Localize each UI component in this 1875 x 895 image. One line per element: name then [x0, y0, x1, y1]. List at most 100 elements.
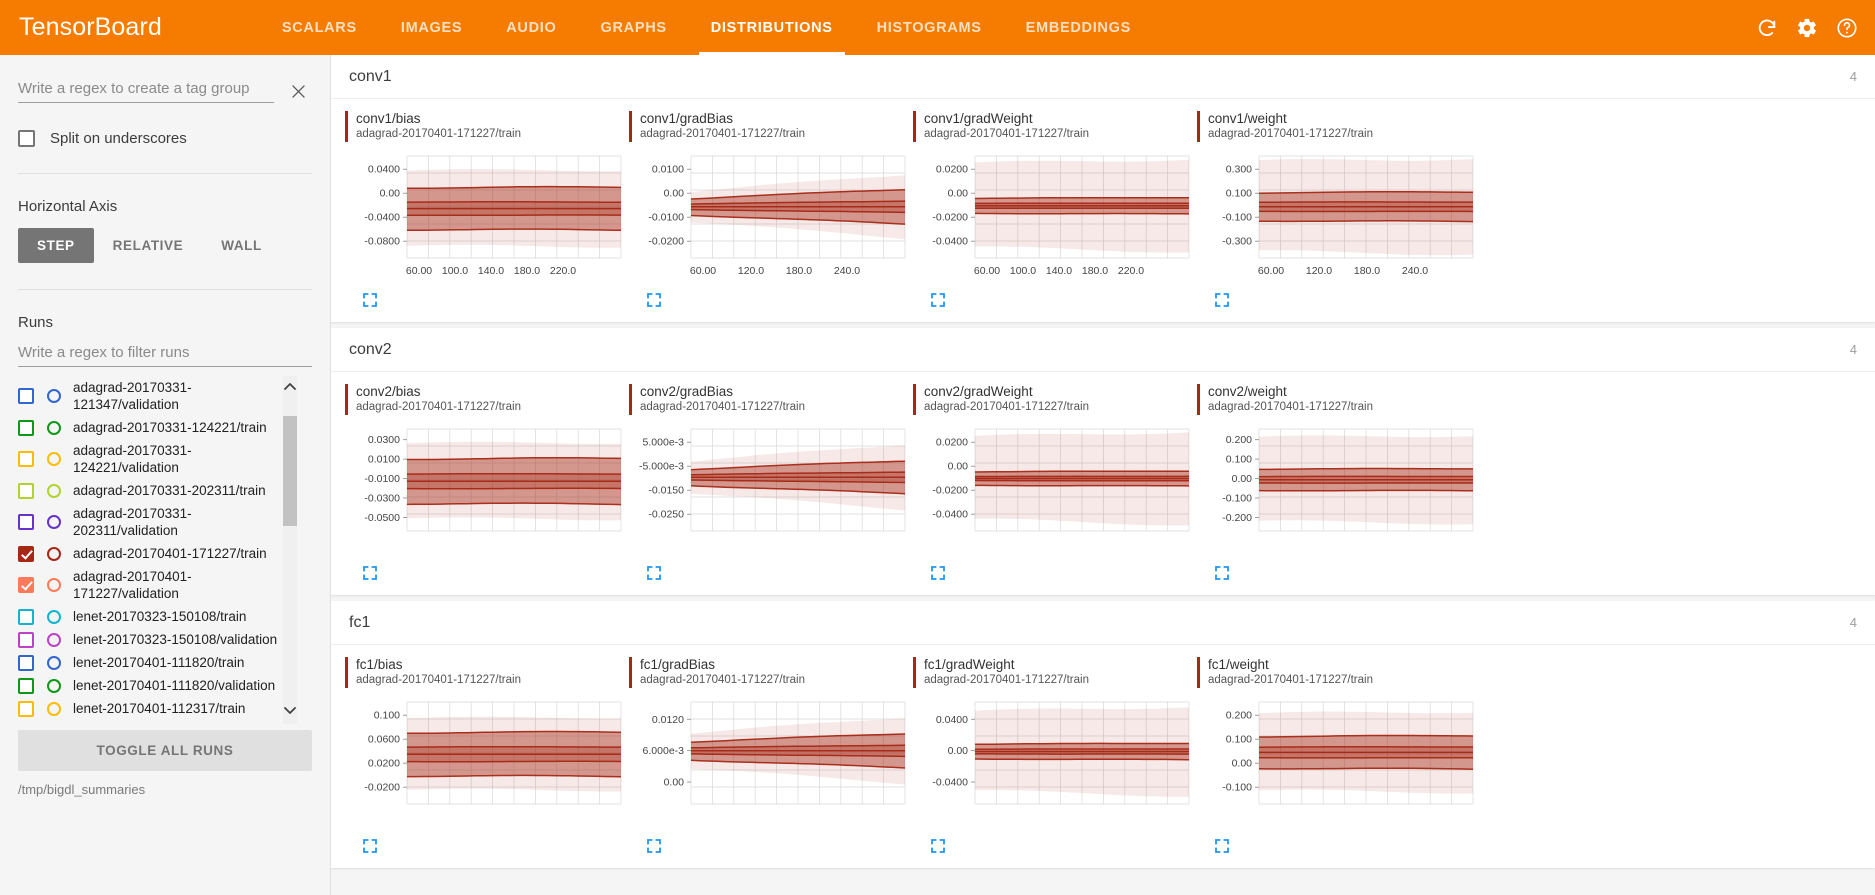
- chevron-down-icon[interactable]: [283, 702, 297, 718]
- run-color-bar: [1197, 657, 1200, 688]
- expand-icon[interactable]: [930, 292, 946, 308]
- runs-scrollbar-thumb[interactable]: [283, 416, 297, 526]
- run-item[interactable]: adagrad-20170331-121347/validation: [18, 376, 292, 416]
- expand-icon[interactable]: [930, 565, 946, 581]
- run-item[interactable]: adagrad-20170331-202311/train: [18, 479, 292, 502]
- run-color-dot[interactable]: [47, 546, 61, 561]
- run-checkbox[interactable]: [18, 677, 34, 694]
- chart-card: fc1/gradWeight adagrad-20170401-171227/tr…: [913, 657, 1197, 832]
- run-color-dot[interactable]: [47, 515, 61, 529]
- chart-card-header: fc1/weight adagrad-20170401-171227/train: [1197, 657, 1481, 688]
- tab-distributions[interactable]: DISTRIBUTIONS: [689, 0, 855, 55]
- expand-icon[interactable]: [362, 838, 378, 854]
- run-color-dot[interactable]: [47, 701, 61, 716]
- distribution-plot[interactable]: 0.0200 0.00 -0.0200 -0.0400 60.00 100.0 140.0 1…: [913, 146, 1197, 286]
- run-color-dot[interactable]: [47, 483, 61, 498]
- split-on-underscores-checkbox[interactable]: [18, 130, 35, 147]
- svg-text:0.00: 0.00: [664, 188, 685, 200]
- run-checkbox[interactable]: [18, 700, 34, 717]
- distribution-plot[interactable]: 0.200 0.100 0.00 -0.100: [1197, 692, 1481, 832]
- expand-icon[interactable]: [1214, 565, 1230, 581]
- gear-icon[interactable]: [1787, 8, 1827, 48]
- distribution-plot[interactable]: 0.0120 6.000e-3 0.00: [629, 692, 913, 832]
- run-checkbox[interactable]: [18, 723, 34, 724]
- tag-group-header[interactable]: conv2 4: [331, 328, 1875, 372]
- runs-filter-input[interactable]: [18, 342, 312, 367]
- tab-images[interactable]: IMAGES: [400, 19, 463, 36]
- run-item[interactable]: lenet-20170401-111820/train: [18, 651, 292, 674]
- run-checkbox[interactable]: [18, 451, 34, 467]
- chevron-up-icon[interactable]: [283, 378, 297, 394]
- distribution-plot[interactable]: 0.0400 0.00 -0.0400: [913, 692, 1197, 832]
- help-icon[interactable]: [1827, 8, 1867, 48]
- horizontal-axis-relative-button[interactable]: RELATIVE: [112, 238, 184, 253]
- run-item[interactable]: adagrad-20170331-124221/validation: [18, 439, 292, 479]
- run-item[interactable]: lenet-20170401-111820/validation: [18, 674, 292, 697]
- run-checkbox[interactable]: [18, 482, 34, 499]
- tab-scalars[interactable]: SCALARS: [281, 19, 357, 36]
- tag-group-header[interactable]: conv1 4: [331, 55, 1875, 99]
- distribution-plot[interactable]: 0.300 0.100 -0.100 -0.300 60.00 120.0 180.0 240…: [1197, 146, 1481, 286]
- expand-icon[interactable]: [646, 565, 662, 581]
- run-color-dot[interactable]: [47, 389, 61, 403]
- run-color-bar: [629, 657, 632, 688]
- runs-scrollbar[interactable]: [283, 376, 297, 724]
- toggle-all-runs-button[interactable]: TOGGLE ALL RUNS: [18, 730, 312, 771]
- run-checkbox[interactable]: [18, 545, 34, 562]
- expand-icon[interactable]: [646, 292, 662, 308]
- expand-icon[interactable]: [1214, 292, 1230, 308]
- tab-audio[interactable]: AUDIO: [506, 19, 557, 36]
- run-color-dot[interactable]: [47, 609, 61, 624]
- horizontal-axis-buttons: STEP RELATIVE WALL: [18, 228, 312, 263]
- run-checkbox[interactable]: [18, 631, 34, 648]
- expand-icon[interactable]: [362, 565, 378, 581]
- run-item[interactable]: lenet-20170401-112317/validation: [18, 720, 292, 724]
- distribution-plot[interactable]: 0.200 0.100 0.00 -0.100 -0.200: [1197, 419, 1481, 559]
- distribution-plot[interactable]: 0.0300 0.0100 -0.0100 -0.0300 -0.0500: [345, 419, 629, 559]
- run-item[interactable]: lenet-20170323-150108/validation: [18, 628, 292, 651]
- svg-text:-0.100: -0.100: [1222, 492, 1252, 504]
- distribution-plot[interactable]: 0.0400 0.00 -0.0400 -0.0800 60.00 100.0 140.0 1…: [345, 146, 629, 286]
- expand-icon[interactable]: [362, 292, 378, 308]
- run-checkbox[interactable]: [18, 388, 34, 404]
- distribution-plot[interactable]: 0.0100 0.00 -0.0100 -0.0200 60.00 120.0 180.0 2…: [629, 146, 913, 286]
- close-icon[interactable]: [284, 77, 312, 105]
- run-label: lenet-20170401-111820/train: [73, 655, 245, 670]
- run-color-dot[interactable]: [47, 420, 61, 435]
- horizontal-axis-step-button[interactable]: STEP: [18, 228, 94, 263]
- run-color-dot[interactable]: [47, 678, 61, 693]
- run-item[interactable]: lenet-20170401-112317/train: [18, 697, 292, 720]
- run-item[interactable]: adagrad-20170401-171227/train: [18, 542, 292, 565]
- refresh-icon[interactable]: [1747, 8, 1787, 48]
- svg-text:0.200: 0.200: [1226, 710, 1252, 722]
- svg-text:0.0100: 0.0100: [368, 454, 400, 466]
- run-checkbox[interactable]: [18, 514, 34, 530]
- distribution-plot[interactable]: 5.000e-3 -5.000e-3 -0.0150 -0.0250: [629, 419, 913, 559]
- run-color-dot[interactable]: [47, 632, 61, 647]
- run-checkbox[interactable]: [18, 654, 34, 671]
- horizontal-axis-wall-button[interactable]: WALL: [221, 238, 262, 253]
- run-checkbox[interactable]: [18, 608, 34, 625]
- tag-group-regex-input[interactable]: [18, 78, 274, 103]
- expand-icon[interactable]: [646, 838, 662, 854]
- tab-embeddings[interactable]: EMBEDDINGS: [1025, 19, 1131, 36]
- run-checkbox[interactable]: [18, 577, 34, 593]
- run-color-dot[interactable]: [47, 578, 61, 592]
- svg-text:0.100: 0.100: [374, 710, 400, 722]
- distribution-plot[interactable]: 0.0200 0.00 -0.0200 -0.0400: [913, 419, 1197, 559]
- expand-icon[interactable]: [1214, 838, 1230, 854]
- run-item[interactable]: lenet-20170323-150108/train: [18, 605, 292, 628]
- expand-icon[interactable]: [930, 838, 946, 854]
- run-color-dot[interactable]: [47, 655, 61, 670]
- tab-histograms[interactable]: HISTOGRAMS: [876, 19, 982, 36]
- run-checkbox[interactable]: [18, 419, 34, 436]
- run-color-dot[interactable]: [47, 452, 61, 466]
- expand-button-row: [331, 559, 1875, 595]
- run-item[interactable]: adagrad-20170331-124221/train: [18, 416, 292, 439]
- tab-graphs[interactable]: GRAPHS: [600, 19, 667, 36]
- distribution-plot[interactable]: 0.100 0.0600 0.0200 -0.0200: [345, 692, 629, 832]
- run-item[interactable]: adagrad-20170401-171227/validation: [18, 565, 292, 605]
- run-item[interactable]: adagrad-20170331-202311/validation: [18, 502, 292, 542]
- tag-group-header[interactable]: fc1 4: [331, 601, 1875, 645]
- split-on-underscores-row[interactable]: Split on underscores: [18, 130, 312, 147]
